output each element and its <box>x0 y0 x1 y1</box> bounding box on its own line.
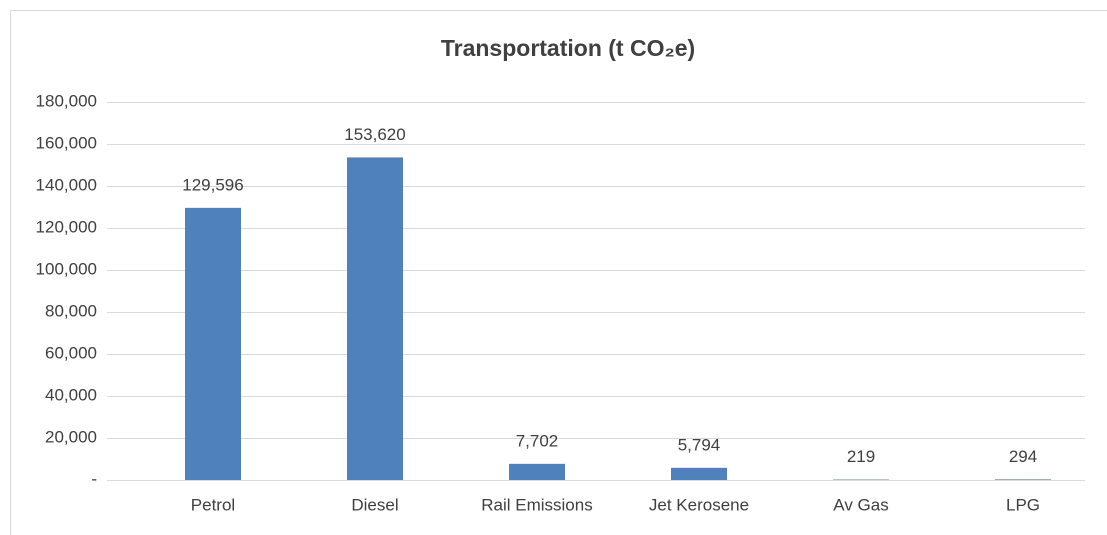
x-tick-label: Rail Emissions <box>481 495 592 514</box>
x-tick-label: LPG <box>1006 495 1040 514</box>
data-label: 153,620 <box>344 125 405 144</box>
x-tick-label: Jet Kerosene <box>649 495 749 514</box>
data-label: 129,596 <box>182 175 243 194</box>
bar <box>995 479 1051 480</box>
y-tick-label: 100,000 <box>36 259 97 278</box>
y-tick-label: 20,000 <box>45 427 97 446</box>
data-label: 294 <box>1009 447 1037 466</box>
x-tick-label: Diesel <box>351 495 398 514</box>
y-tick-label: 180,000 <box>36 91 97 110</box>
data-label: 7,702 <box>516 431 559 450</box>
bar <box>185 207 241 481</box>
data-label: 5,794 <box>678 435 721 454</box>
x-tick-label: Petrol <box>191 495 235 514</box>
chart-frame <box>10 10 1107 535</box>
y-tick-label: 160,000 <box>36 133 97 152</box>
chart-title: Transportation (t CO₂e) <box>441 35 695 61</box>
x-tick-label: Av Gas <box>833 495 888 514</box>
y-tick-label: 120,000 <box>36 217 97 236</box>
y-tick-label: 140,000 <box>36 175 97 194</box>
y-tick-label: - <box>91 469 97 488</box>
y-tick-label: 80,000 <box>45 301 97 320</box>
y-tick-label: 60,000 <box>45 343 97 362</box>
bar <box>347 157 403 480</box>
y-tick-label: 40,000 <box>45 385 97 404</box>
data-label: 219 <box>847 447 875 466</box>
bar <box>671 467 727 480</box>
bar <box>509 463 565 480</box>
